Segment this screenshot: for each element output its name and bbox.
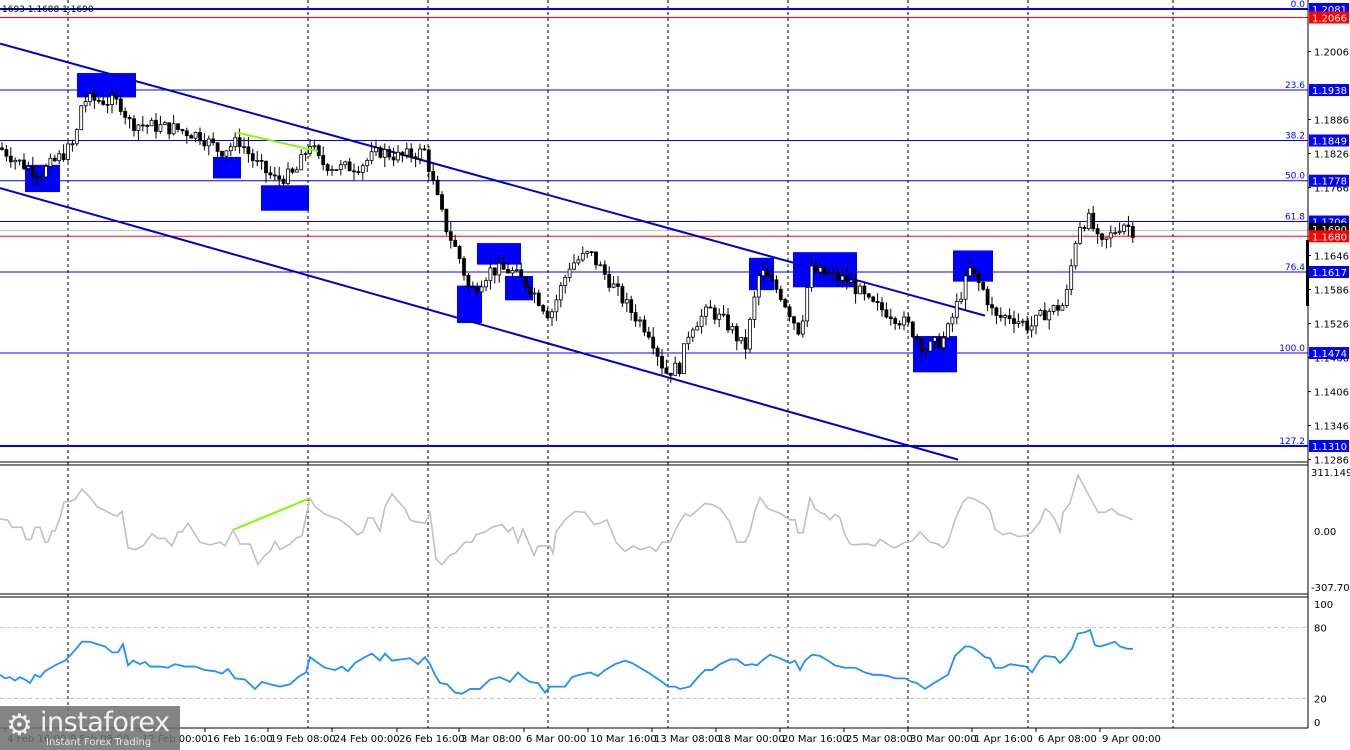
time-tick: 18 Mar 00:00 [718, 734, 785, 745]
time-tick: 3 Mar 08:00 [461, 734, 521, 745]
stochastic-indicator [0, 627, 1308, 699]
fib-level-label: 76.4 [1285, 263, 1305, 273]
price-tick: 1.1826 [1314, 150, 1349, 161]
price-tag-label: 1.1474 [1312, 349, 1347, 360]
price-tick: 1.1406 [1314, 388, 1349, 399]
price-tag [1309, 347, 1349, 360]
time-tick: 13 Mar 08:00 [654, 734, 721, 745]
price-tag-label: 1.1938 [1312, 86, 1347, 97]
price-tag [1309, 134, 1349, 147]
time-tick: 26 Feb 16:00 [399, 734, 465, 745]
time-tick: 10 Mar 16:00 [590, 734, 657, 745]
price-tick: 1.1466 [1314, 354, 1349, 365]
price-tag-label: 1.2081 [1312, 5, 1347, 16]
logo-name: instaforex [40, 707, 170, 738]
price-tag [1309, 84, 1349, 97]
stoch-tick: 20 [1314, 694, 1327, 705]
time-tick: 30 Mar 00:00 [910, 734, 977, 745]
price-tag [1309, 440, 1349, 452]
instaforex-logo: ⚙ instaforex Instant Forex Trading [0, 706, 180, 750]
fib-level-label: 0.0 [1291, 0, 1306, 10]
zone-rect [953, 250, 993, 282]
price-tag [1309, 230, 1349, 243]
price-tag-label: 1.1617 [1312, 268, 1347, 279]
divergence-lines [232, 131, 319, 531]
cci-line [0, 472, 1134, 567]
zone-rect [261, 185, 309, 211]
gear-icon: ⚙ [6, 708, 33, 743]
time-tick: 19 Feb 08:00 [270, 734, 336, 745]
channel-lower-line [0, 187, 959, 461]
fibonacci-levels: 0.0 23.6 38.2 50.0 61.8 76.4 100.0 127.2 [0, 0, 1308, 447]
zone-rect [477, 243, 521, 265]
price-divergence-line [236, 131, 319, 153]
candlesticks[interactable] [0, 85, 1310, 383]
price-tag-label: 1.2066 [1312, 14, 1347, 25]
panel-frames [0, 0, 1309, 729]
stoch-tick: 0 [1314, 718, 1320, 729]
time-tick: 6 Apr 08:00 [1038, 734, 1097, 745]
price-tag-label: 1.1680 [1312, 232, 1347, 243]
price-tick: 1.1586 [1314, 286, 1349, 297]
price-tag-label: 1.1310 [1312, 442, 1347, 453]
stoch-tick: 100 [1314, 600, 1333, 611]
fib-level-label: 50.0 [1285, 172, 1305, 182]
fib-level-label: 127.2 [1279, 437, 1305, 447]
price-tick: 1.2006 [1314, 48, 1349, 59]
price-tick: 1.1286 [1314, 456, 1349, 467]
price-tick: 1.1526 [1314, 320, 1349, 331]
time-tick: 24 Feb 00:00 [334, 734, 400, 745]
time-tick: 9 Apr 00:00 [1102, 734, 1161, 745]
cci-zero: 0.00 [1314, 527, 1336, 538]
time-tick: 25 Mar 08:00 [846, 734, 913, 745]
stoch-line [0, 628, 1133, 695]
price-tick: 1.1646 [1314, 252, 1349, 263]
cci-divergence-line [232, 497, 311, 531]
price-tag [1309, 174, 1349, 187]
time-tick: 1 Apr 16:00 [974, 734, 1033, 745]
cci-indicator [0, 472, 1134, 567]
price-tick: 1.1346 [1314, 422, 1349, 433]
price-tick: 1.1886 [1314, 116, 1349, 127]
highlight-zones [25, 73, 993, 373]
time-tick: 6 Mar 00:00 [526, 734, 586, 745]
zone-rect [77, 73, 136, 98]
zone-rect [213, 156, 241, 179]
logo-tagline: Instant Forex Trading [46, 737, 152, 748]
cci-max: 311.1497 [1311, 468, 1350, 479]
price-tag [1309, 11, 1349, 24]
fib-level-label: 23.6 [1285, 81, 1305, 91]
cci-min: -307.704 [1311, 583, 1350, 594]
stoch-tick: 80 [1314, 624, 1327, 635]
price-tick: 1.1766 [1314, 184, 1349, 195]
price-tag [1309, 265, 1349, 278]
price-tag-label: 1.1849 [1312, 136, 1347, 147]
ohlc-header: 1693 1.1688 1.1690 [2, 5, 94, 15]
fib-level-label: 100.0 [1279, 344, 1305, 354]
zone-rect [25, 164, 60, 193]
price-tag-label: 1.1778 [1312, 177, 1347, 188]
fib-level-label: 38.2 [1285, 131, 1305, 141]
vertical-grid [67, 0, 1174, 728]
fib-level-label: 61.8 [1285, 213, 1305, 223]
time-tick: 16 Feb 16:00 [207, 734, 273, 745]
axes: 1.2006 1.1886 1.1826 1.1766 1.1646 1.1586 1.15… [4, 3, 1350, 745]
time-tick: 20 Mar 16:00 [782, 734, 849, 745]
